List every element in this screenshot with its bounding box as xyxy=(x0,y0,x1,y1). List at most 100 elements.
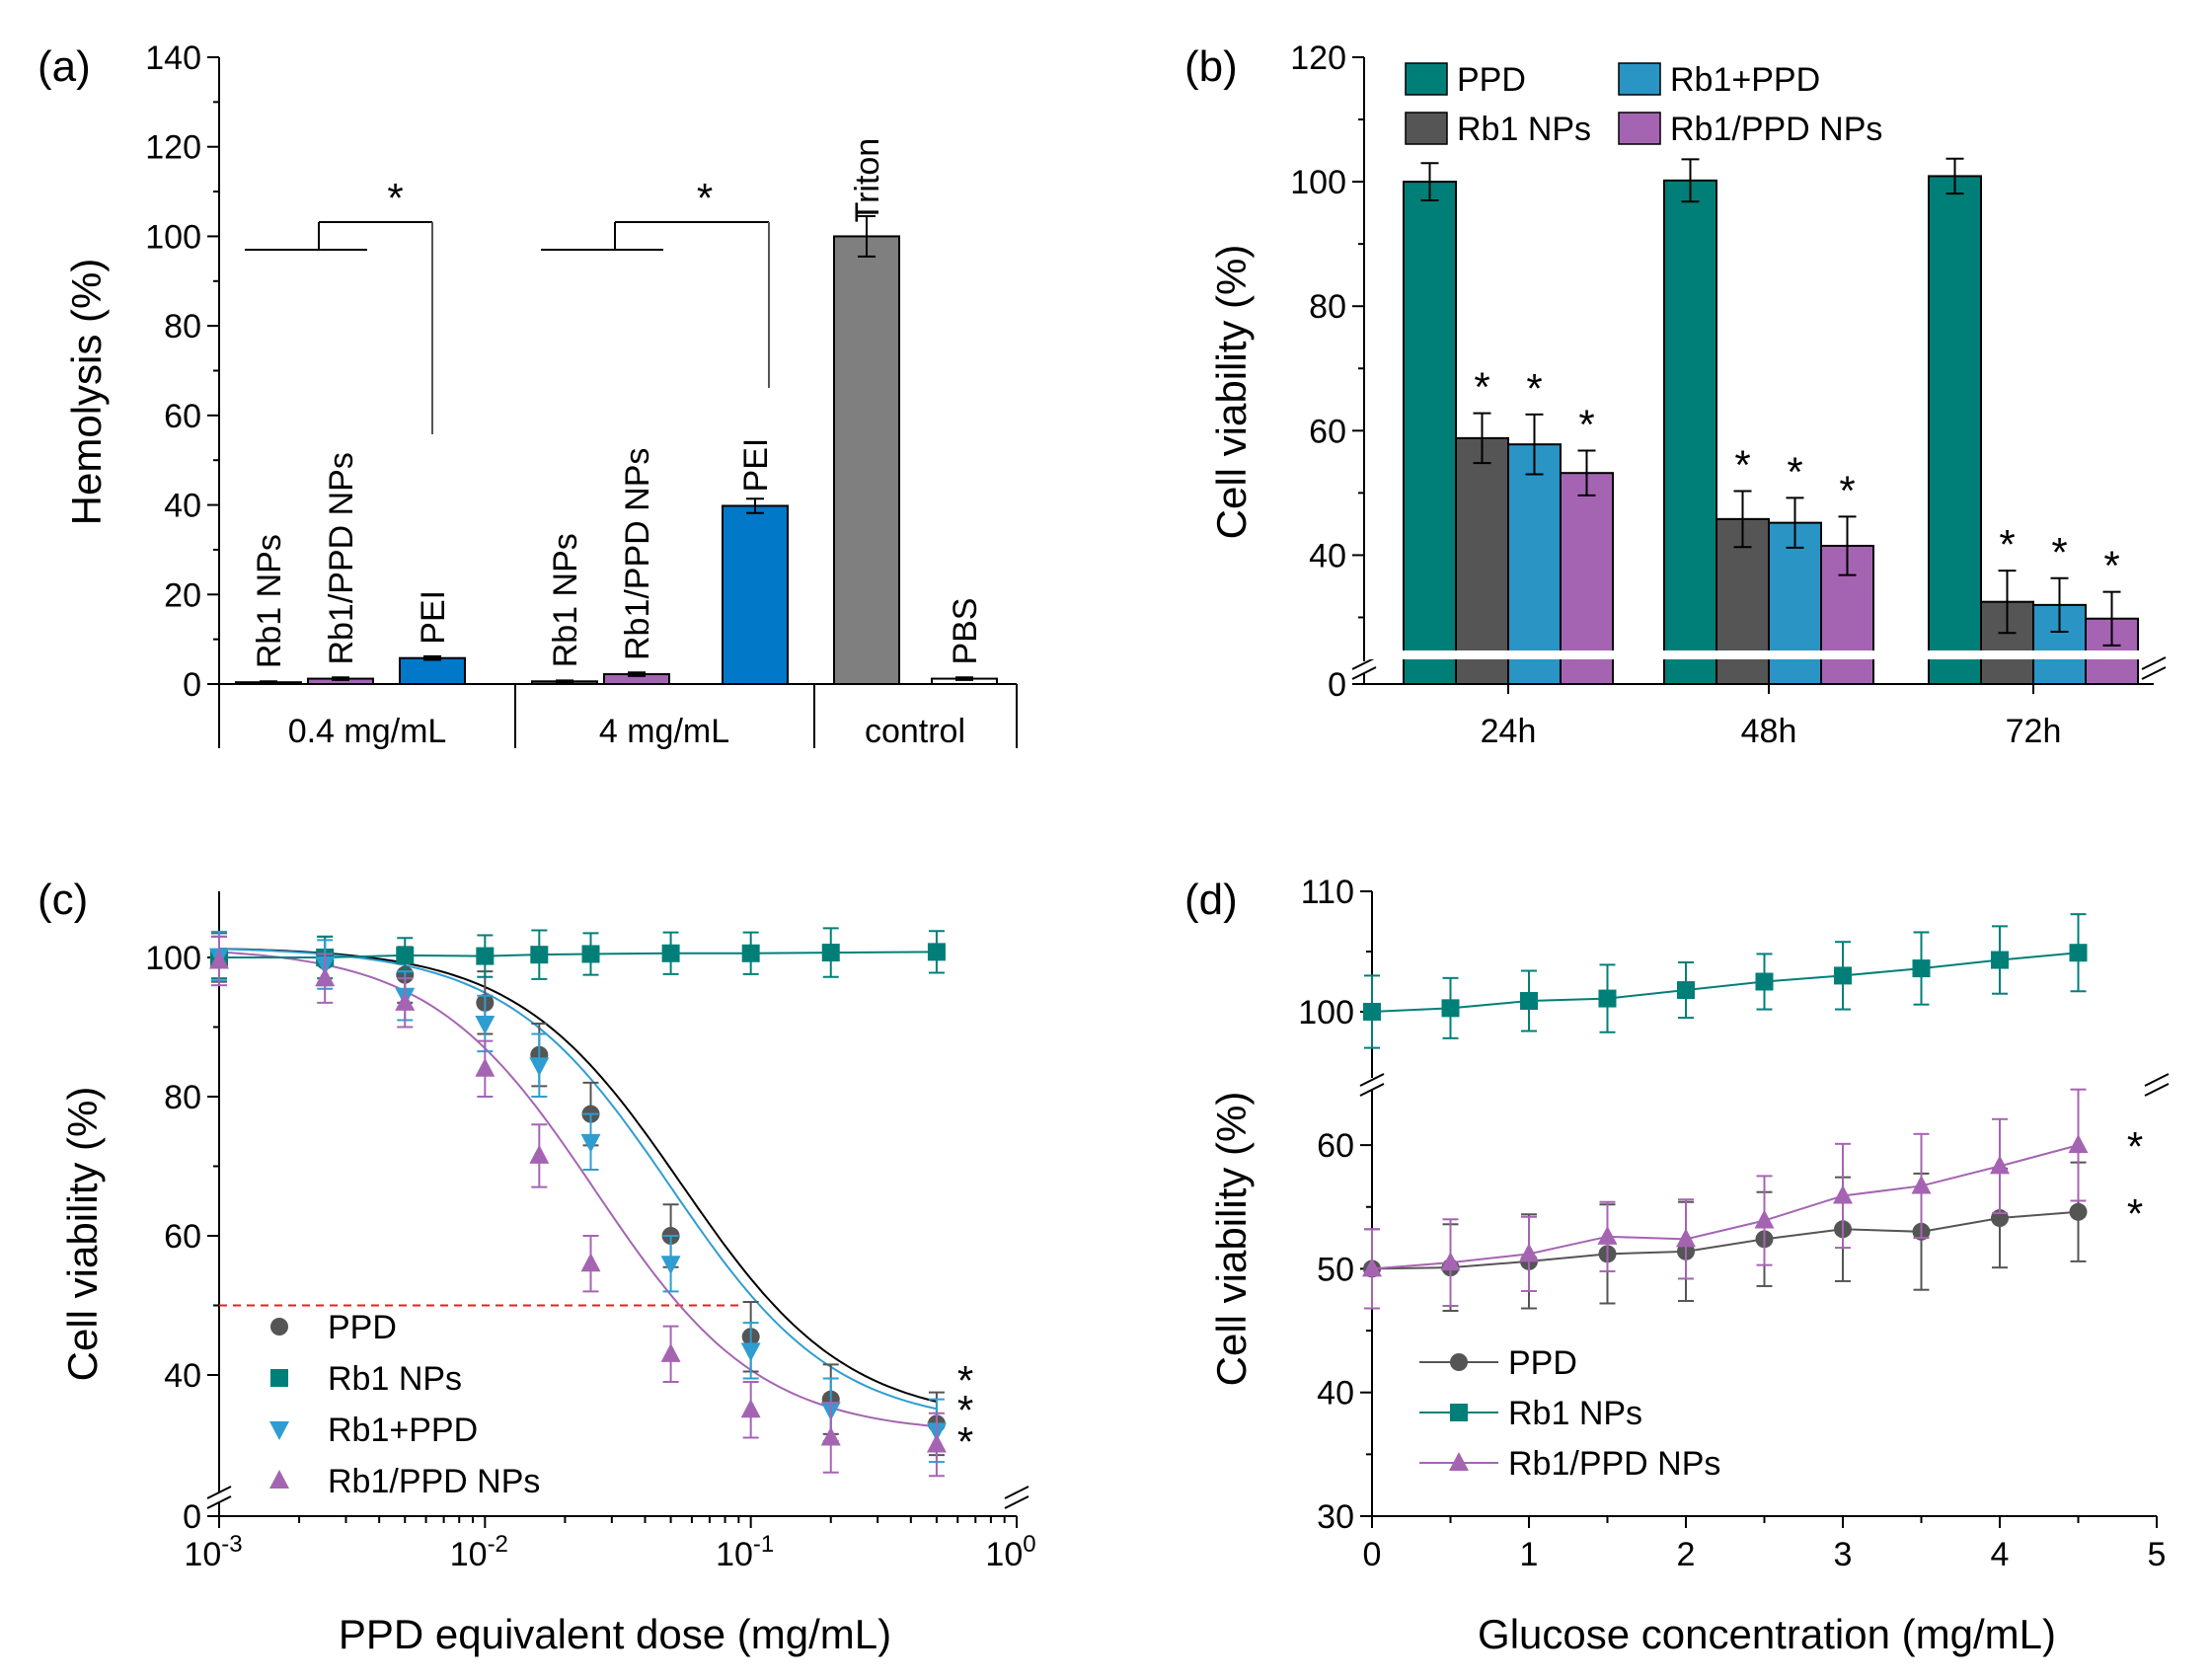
b-ytick-label-5: 120 xyxy=(1290,39,1346,77)
b-star-3-1: * xyxy=(1839,467,1855,513)
d-point-rb1-ppd-nps-4 xyxy=(1676,1228,1696,1248)
a-bar-pei-5 xyxy=(722,504,789,685)
d-point-rb1-ppd-nps-6 xyxy=(1833,1184,1853,1204)
b-xtick-label-2: 72h xyxy=(2006,713,2062,750)
a-bar-label-0: Rb1 NPs xyxy=(251,534,288,668)
c-fit-curve-rb1-ppd-nps xyxy=(218,951,937,1428)
a-bar-label-2: PEI xyxy=(415,590,452,645)
d-axis-break-right-2 xyxy=(2144,1083,2170,1097)
b-ytick-label-3: 80 xyxy=(1309,288,1346,326)
d-point-rb1-ppd-nps-1 xyxy=(1440,1252,1461,1271)
b-star-2-0: * xyxy=(1526,365,1542,412)
c-fit-curve-rb1-ppd xyxy=(218,948,938,1411)
panel-b-ylabel: Cell viability (%) xyxy=(1208,245,1255,540)
b-star-3-0: * xyxy=(1578,401,1594,447)
c-point-rb1-ppd-6 xyxy=(660,1256,681,1275)
d-xtick-label-4: 4 xyxy=(1991,1536,2010,1573)
d-xtick-label-3: 3 xyxy=(1834,1536,1853,1573)
a-ytick-label-5: 100 xyxy=(145,218,201,256)
b-bar-rb1-nps-0 xyxy=(1455,436,1509,685)
d-legend-label-rb1-nps: Rb1 NPs xyxy=(1508,1395,1642,1432)
a-ytick-label-2: 40 xyxy=(164,488,201,525)
d-line-ppd xyxy=(1371,1210,2079,1270)
c-xtick-exp-2: -1 xyxy=(753,1531,774,1558)
b-xtick-label-1: 48h xyxy=(1741,713,1797,750)
c-legend-label-ppd: PPD xyxy=(328,1309,397,1346)
a-ytick-label-6: 120 xyxy=(145,129,201,167)
c-xtick-exp-0: -3 xyxy=(221,1531,242,1558)
panel-d-xlabel: Glucose concentration (mg/mL) xyxy=(1478,1611,2056,1657)
d-star-0: * xyxy=(2127,1123,2143,1170)
panel-b-viability-bar-chart: 0 40 60 80 100 120 24h * * * 48h * * * 72h * * * PPD Rb1+PP… xyxy=(1290,39,2167,750)
c-xtick-base-3: 10 xyxy=(985,1536,1023,1573)
d-point-rb1-nps-8 xyxy=(1991,951,2009,969)
panel-c-label: (c) xyxy=(38,876,88,924)
c-point-rb1-nps-5 xyxy=(581,945,600,963)
b-xtick-label-0: 24h xyxy=(1481,713,1537,750)
c-xtick-label-2: 10-1 xyxy=(716,1531,774,1573)
panel-d-label: (d) xyxy=(1184,876,1238,924)
d-line-rb1-nps xyxy=(1371,952,2079,1013)
a-group-label-0: 0.4 mg/mL xyxy=(288,713,447,750)
c-legend-label-rb1-ppd-nps: Rb1/PPD NPs xyxy=(328,1463,540,1500)
c-axis-break-2 xyxy=(206,1495,232,1509)
d-legend-label-rb1-ppd-nps: Rb1/PPD NPs xyxy=(1508,1445,1720,1483)
c-ytick-label-0: 0 xyxy=(183,1498,201,1536)
b-legend-swatch-rb1-nps xyxy=(1405,112,1448,145)
c-legend-label-rb1-nps: Rb1 NPs xyxy=(328,1360,462,1398)
d-point-rb1-nps-2 xyxy=(1520,992,1538,1011)
c-star-1: * xyxy=(957,1387,973,1433)
d-point-rb1-nps-6 xyxy=(1834,966,1852,985)
c-point-rb1-ppd-3 xyxy=(475,1015,496,1034)
d-legend-label-ppd: PPD xyxy=(1508,1344,1577,1382)
b-legend-swatch-ppd xyxy=(1405,62,1448,96)
c-point-rb1-ppd-nps-4 xyxy=(529,1144,550,1164)
b-axis-break-right-2 xyxy=(2141,666,2167,680)
a-ytick-label-1: 20 xyxy=(164,576,201,614)
c-legend-marker-rb1-ppd-nps xyxy=(269,1470,289,1489)
a-bar-label-5: PEI xyxy=(737,438,775,493)
d-point-rb1-nps-9 xyxy=(2069,944,2088,962)
b-legend-swatch-rb1-ppd-nps xyxy=(1618,112,1661,145)
c-ytick-label-3: 80 xyxy=(164,1079,201,1116)
b-legend-label-rb1-ppd-nps: Rb1/PPD NPs xyxy=(1670,111,1882,148)
b-bar-ppd-1 xyxy=(1663,179,1717,685)
b-legend-label-rb1-nps: Rb1 NPs xyxy=(1457,111,1591,148)
a-bar-label-3: Rb1 NPs xyxy=(547,533,584,667)
d-axis-break-1 xyxy=(1359,1073,1385,1087)
panel-c-ylabel: Cell viability (%) xyxy=(59,1087,106,1382)
c-axis-break-right-1 xyxy=(1004,1486,1029,1499)
c-point-rb1-ppd-5 xyxy=(580,1133,601,1153)
b-legend-swatch-rb1-ppd xyxy=(1618,62,1661,96)
d-point-rb1-nps-4 xyxy=(1677,981,1695,1000)
c-point-rb1-nps-8 xyxy=(821,944,840,962)
d-line-rb1-ppd-nps xyxy=(1371,1144,2079,1270)
d-ytick-label-5: 110 xyxy=(1301,874,1354,911)
d-point-rb1-ppd-nps-7 xyxy=(1911,1175,1932,1194)
d-point-rb1-ppd-nps-3 xyxy=(1597,1225,1618,1245)
a-star-1: * xyxy=(697,175,713,221)
c-point-rb1-nps-2 xyxy=(396,946,415,964)
c-xtick-label-0: 10-3 xyxy=(184,1531,242,1573)
d-xtick-label-2: 2 xyxy=(1677,1536,1696,1573)
b-star-1-1: * xyxy=(1734,441,1750,488)
c-xtick-base-0: 10 xyxy=(184,1536,221,1573)
c-axis-break-right-2 xyxy=(1004,1495,1029,1509)
b-star-2-2: * xyxy=(2051,529,2067,575)
d-xtick-label-1: 1 xyxy=(1520,1536,1539,1573)
b-legend-label-ppd: PPD xyxy=(1457,61,1526,99)
c-ytick-label-2: 60 xyxy=(164,1218,201,1256)
c-point-rb1-ppd-nps-0 xyxy=(209,950,229,969)
d-point-rb1-nps-5 xyxy=(1755,972,1774,991)
d-point-rb1-ppd-nps-0 xyxy=(1362,1258,1382,1277)
c-point-rb1-ppd-nps-3 xyxy=(475,1057,496,1077)
b-axis-break-2 xyxy=(1351,666,1377,680)
c-xtick-base-2: 10 xyxy=(716,1536,753,1573)
b-star-3-2: * xyxy=(2103,543,2119,589)
d-point-rb1-nps-1 xyxy=(1441,999,1460,1018)
c-point-rb1-nps-4 xyxy=(530,946,549,964)
c-point-rb1-ppd-4 xyxy=(529,1057,550,1077)
panel-d-ylabel: Cell viability (%) xyxy=(1208,1092,1255,1387)
